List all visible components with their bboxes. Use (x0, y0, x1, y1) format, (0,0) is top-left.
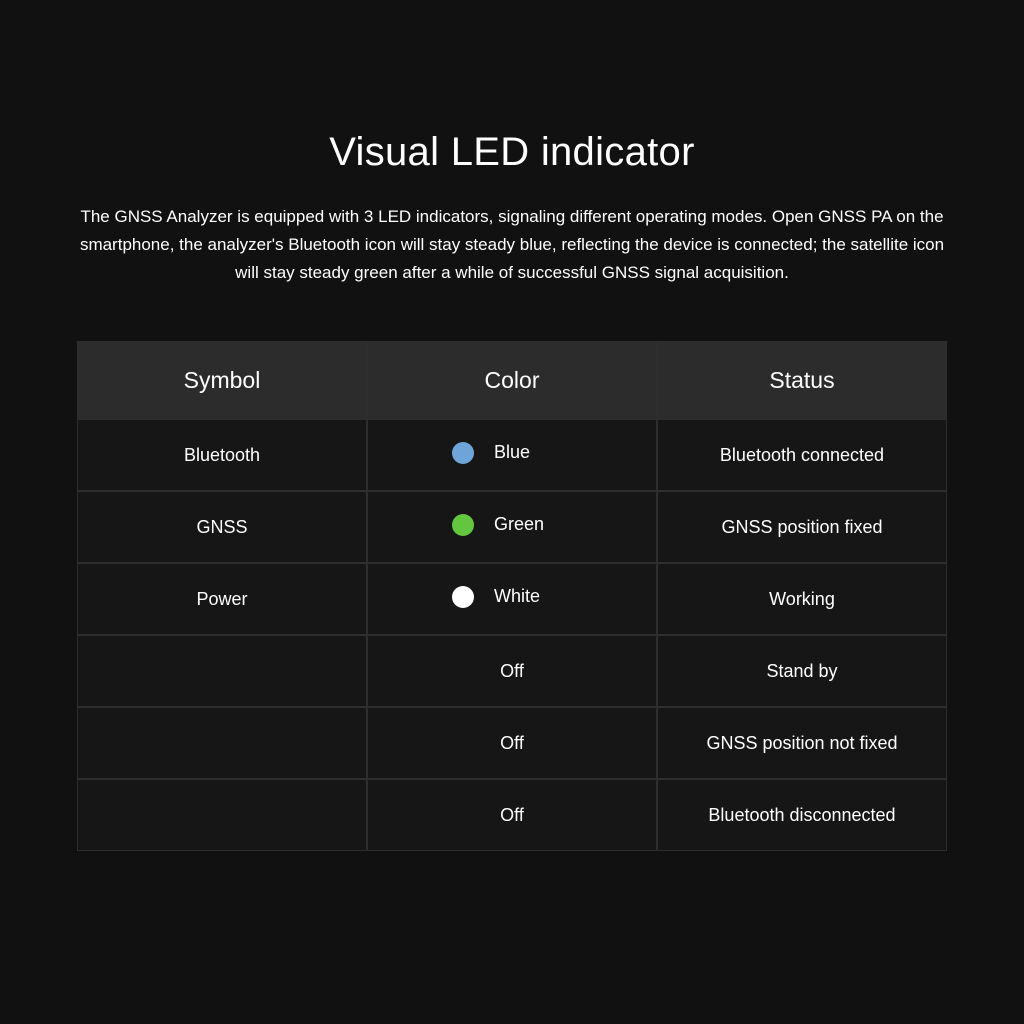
color-label: Blue (494, 442, 530, 463)
table-row: Bluetooth Blue Bluetooth connected (77, 419, 947, 491)
table-row: Power White Working (77, 563, 947, 635)
page: Visual LED indicator The GNSS Analyzer i… (0, 0, 1024, 1024)
column-header-status: Status (657, 341, 947, 419)
cell-color: Off (367, 779, 657, 851)
table-row: OffGNSS position not fixed (77, 707, 947, 779)
cell-color: Green (367, 491, 657, 563)
color-swatch (452, 442, 474, 464)
color-cell: White (452, 586, 572, 608)
cell-status: Working (657, 563, 947, 635)
color-swatch (452, 514, 474, 536)
cell-color: White (367, 563, 657, 635)
cell-status: GNSS position fixed (657, 491, 947, 563)
cell-symbol (77, 779, 367, 851)
color-cell: Green (452, 514, 572, 536)
table-header-row: Symbol Color Status (77, 341, 947, 419)
column-header-symbol: Symbol (77, 341, 367, 419)
column-header-color: Color (367, 341, 657, 419)
cell-symbol (77, 707, 367, 779)
cell-color: Off (367, 635, 657, 707)
table-body: Bluetooth Blue Bluetooth connected GNSS Gree… (77, 419, 947, 851)
cell-symbol: Bluetooth (77, 419, 367, 491)
cell-color: Blue (367, 419, 657, 491)
color-swatch (452, 586, 474, 608)
table-row: GNSS Green GNSS position fixed (77, 491, 947, 563)
cell-status: GNSS position not fixed (657, 707, 947, 779)
cell-status: Stand by (657, 635, 947, 707)
color-label: White (494, 586, 540, 607)
color-label: Green (494, 514, 544, 535)
table-row: OffStand by (77, 635, 947, 707)
table-row: OffBluetooth disconnected (77, 779, 947, 851)
led-indicator-table: Symbol Color Status BluetoothBlueBluetoo… (77, 341, 947, 851)
cell-symbol: Power (77, 563, 367, 635)
color-cell: Blue (452, 442, 572, 464)
page-title: Visual LED indicator (0, 130, 1024, 175)
cell-symbol: GNSS (77, 491, 367, 563)
cell-status: Bluetooth disconnected (657, 779, 947, 851)
cell-status: Bluetooth connected (657, 419, 947, 491)
cell-symbol (77, 635, 367, 707)
cell-color: Off (367, 707, 657, 779)
page-description: The GNSS Analyzer is equipped with 3 LED… (72, 203, 952, 287)
